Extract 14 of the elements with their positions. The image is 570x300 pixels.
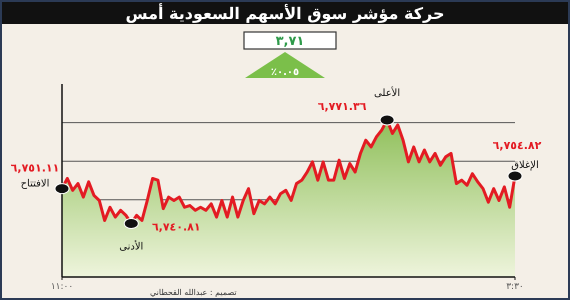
x-tick-label: ٣:٣٠: [506, 282, 524, 292]
annotation: الإغلاق: [511, 160, 539, 172]
text: ٪٠.٠٥: [270, 67, 300, 78]
text: تصميم : عبدالله القحطاني: [150, 288, 237, 297]
text: ٣,٧١: [276, 34, 304, 49]
data-label: ٦,٧٥١.١١: [10, 162, 60, 175]
data-label: ٦,٧٧١.٣٦: [318, 100, 367, 114]
x-tick-label: ١١:٠٠: [50, 282, 74, 292]
data-label: ٦,٧٤٠.٨١: [152, 220, 201, 234]
annotation: الافتتاح: [20, 178, 50, 190]
data-label: ٦,٧٥٤.٨٢: [492, 139, 542, 152]
annotation: الأعلى: [374, 86, 400, 100]
chart-title: حركة مؤشر سوق الأسهم السعودية أمس: [125, 3, 445, 23]
annotation: الأدنى: [119, 239, 144, 252]
